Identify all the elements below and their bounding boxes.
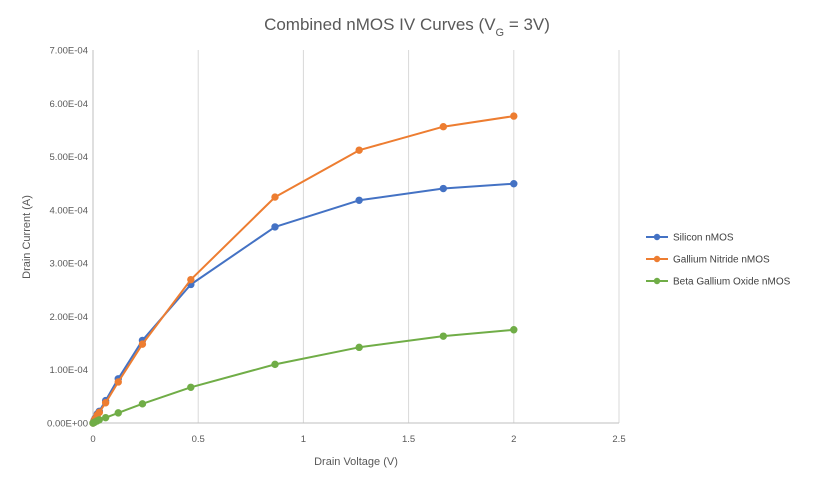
data-point: [439, 184, 448, 193]
data-point: [95, 416, 104, 424]
grid: [197, 50, 620, 423]
legend-marker: [653, 233, 661, 241]
chart-title-subscript: G: [496, 27, 505, 39]
legend-marker: [653, 277, 661, 285]
legend-item: Gallium Nitride nMOS: [646, 255, 770, 266]
y-tick-label: 0.00E+00: [47, 419, 88, 430]
data-point: [271, 360, 279, 369]
legend: Silicon nMOS Gallium Nitride nMOS Beta Gal…: [646, 233, 791, 288]
data-point: [95, 408, 104, 417]
x-tick-label: 0.5: [192, 434, 205, 445]
x-tick-label: 1.5: [402, 434, 415, 445]
data-point: [101, 413, 110, 422]
y-tick-label: 3.00E-04: [49, 259, 88, 270]
data-point: [439, 332, 448, 340]
x-tick-labels: 0 0.5 1 1.5 2 2.5: [90, 434, 625, 445]
x-axis-title: Drain Voltage (V): [314, 456, 398, 468]
y-tick-label: 5.00E-04: [49, 152, 88, 163]
data-point: [138, 400, 147, 408]
legend-item: Silicon nMOS: [646, 233, 734, 244]
data-point: [187, 275, 195, 284]
chart-title-main: Combined nMOS IV Curves (V: [264, 15, 496, 34]
data-point: [355, 343, 363, 352]
chart-title-suffix: = 3V): [504, 15, 550, 34]
y-axis-title: Drain Current (A): [21, 195, 33, 279]
legend-item: Beta Gallium Oxide nMOS: [646, 277, 791, 288]
y-tick-label: 7.00E-04: [49, 46, 88, 57]
legend-label: Silicon nMOS: [673, 233, 734, 244]
data-point: [439, 123, 448, 131]
data-point: [187, 383, 195, 391]
y-tick-label: 1.00E-04: [49, 365, 88, 376]
data-point: [271, 193, 279, 201]
legend-label: Gallium Nitride nMOS: [673, 255, 770, 266]
data-point: [101, 399, 110, 407]
data-point: [271, 223, 279, 231]
y-tick-label: 2.00E-04: [49, 312, 88, 323]
data-point: [114, 378, 122, 386]
data-point: [355, 146, 363, 154]
x-tick-label: 1: [301, 434, 306, 445]
series-3: [89, 326, 518, 427]
chart-title: Combined nMOS IV Curves (VG = 3V): [264, 15, 550, 39]
data-point: [114, 409, 122, 417]
axes: [92, 50, 619, 424]
series-group: [89, 112, 518, 427]
y-tick-labels: 0.00E+00 1.00E-04 2.00E-04 3.00E-04 4.00E-04…: [47, 46, 88, 430]
data-point: [355, 196, 363, 204]
data-point: [510, 180, 518, 188]
x-tick-label: 0: [90, 434, 95, 445]
y-tick-label: 6.00E-04: [49, 99, 88, 110]
x-tick-label: 2: [511, 434, 516, 445]
data-point: [510, 112, 518, 120]
legend-label: Beta Gallium Oxide nMOS: [673, 277, 791, 288]
data-point: [510, 326, 518, 334]
legend-marker: [653, 255, 661, 263]
data-point: [138, 340, 147, 348]
x-tick-label: 2.5: [612, 434, 625, 445]
y-tick-label: 4.00E-04: [49, 205, 88, 216]
